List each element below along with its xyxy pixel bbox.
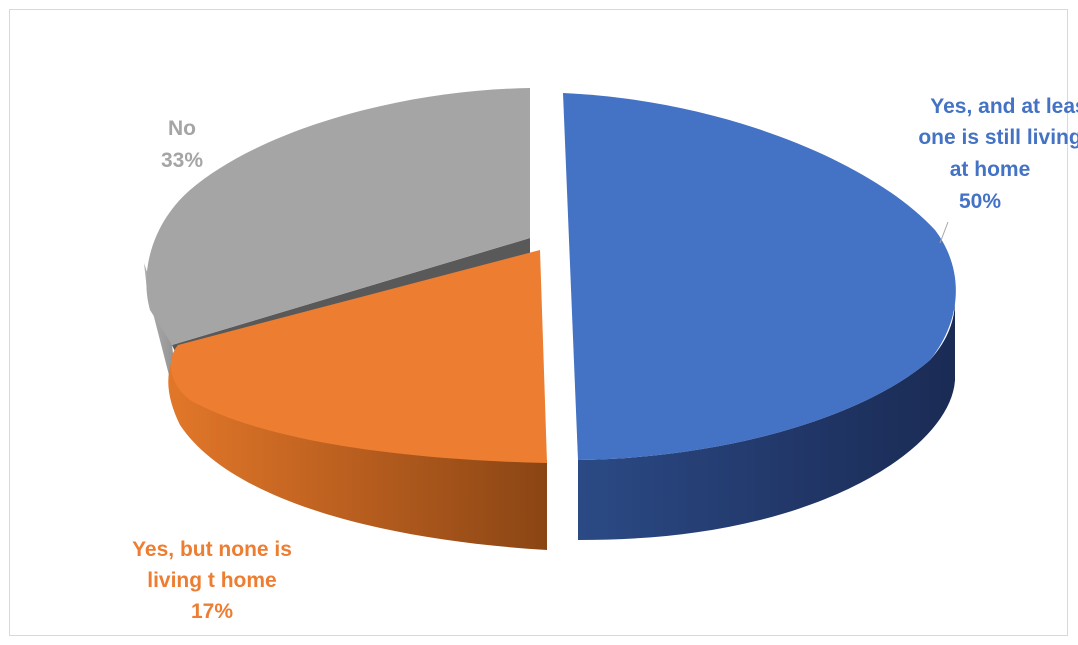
label-yes-at-home-line3: at home <box>950 158 1031 181</box>
label-no: No 33% <box>161 117 203 172</box>
label-yes-at-home: Yes, and at least one is still living at… <box>918 95 1078 213</box>
label-yes-none-home-pct: 17% <box>191 600 233 623</box>
slice-yes-at-home-side <box>578 300 955 540</box>
slice-yes-none-home-side <box>168 360 548 550</box>
label-no-line1: No <box>168 117 196 140</box>
leader-line <box>939 221 949 244</box>
slice-no-top <box>146 88 531 345</box>
label-yes-none-home-line2: living t home <box>147 569 277 592</box>
label-yes-none-home-line1: Yes, but none is <box>132 538 292 561</box>
label-yes-at-home-line1: Yes, and at least <box>930 95 1078 118</box>
label-yes-none-home: Yes, but none is living t home 17% <box>132 538 292 623</box>
label-no-pct: 33% <box>161 149 203 172</box>
label-yes-at-home-pct: 50% <box>959 190 1001 213</box>
label-yes-at-home-line2: one is still living <box>918 126 1078 149</box>
slice-yes-at-home <box>563 93 956 540</box>
slice-yes-none-home <box>168 250 548 550</box>
slice-yes-none-home-top <box>170 250 547 463</box>
slice-yes-at-home-top <box>563 93 956 460</box>
